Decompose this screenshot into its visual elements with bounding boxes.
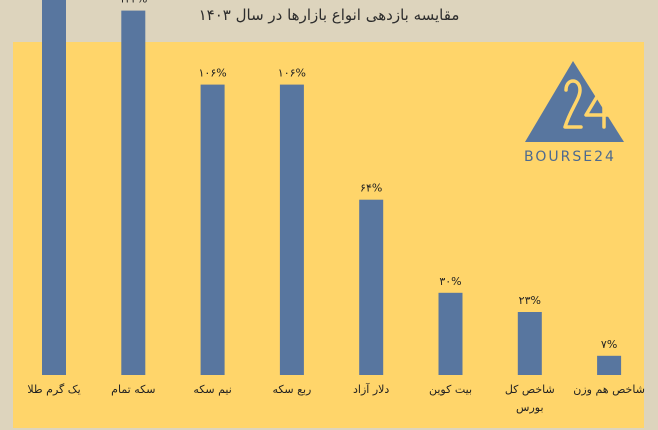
data-label: ۷% [601, 338, 617, 351]
data-label: ۱۰۶% [278, 67, 306, 80]
bar [121, 10, 146, 375]
bar [200, 84, 225, 375]
category-label: دلار آزاد [353, 382, 389, 396]
bar [279, 84, 304, 375]
bar [438, 292, 463, 375]
category-label: سکه تمام [111, 383, 155, 396]
data-label: ۱۳۳% [119, 0, 147, 6]
chart-title: مقایسه بازدهی انواع بازارها در سال ۱۴۰۳ [198, 6, 460, 24]
data-label: ۲۳% [519, 294, 541, 307]
bourse24-logo: BOURSE24 [524, 61, 624, 165]
bar [597, 355, 622, 375]
data-labels: ۱۳۷%۱۳۳%۱۰۶%۱۰۶%۶۴%۳۰%۲۳%۷% [119, 0, 617, 351]
category-label: بورس [516, 401, 543, 414]
category-label: یک گرم طلا [27, 383, 80, 396]
bar [517, 312, 542, 375]
category-label: بیت کوین [429, 383, 472, 396]
category-labels: یک گرم طلا سکه تمام نیم سکه ربع سکه دلار آزا… [27, 382, 645, 414]
category-label: ربع سکه [272, 383, 311, 396]
bars [42, 0, 622, 375]
logo-numeral-4 [584, 83, 613, 129]
bar [359, 199, 384, 375]
logo-text: BOURSE24 [524, 149, 616, 165]
logo-numeral-2 [563, 79, 583, 129]
logo-numerals [563, 79, 613, 129]
data-label: ۳۰% [439, 275, 461, 288]
category-label: شاخص کل [505, 383, 555, 396]
bar [42, 0, 66, 375]
data-label: ۶۴% [360, 182, 382, 195]
data-label: ۱۰۶% [199, 67, 227, 80]
category-label: شاخص هم وزن [573, 383, 645, 396]
category-label: نیم سکه [193, 383, 231, 396]
